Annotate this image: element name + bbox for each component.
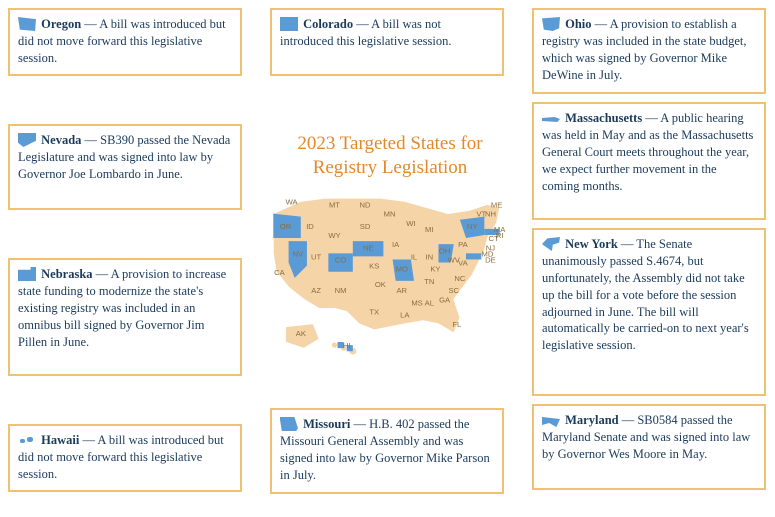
map-label-ok: OK <box>375 280 386 289</box>
newyork-icon <box>542 237 560 251</box>
card-oregon: Oregon — A bill was introduced but did n… <box>8 8 242 76</box>
map-label-ca: CA <box>274 268 286 277</box>
map-label-mo: MO <box>396 265 408 274</box>
ohio-icon <box>542 17 560 31</box>
colorado-icon <box>280 17 298 31</box>
massachusetts-icon <box>542 115 560 125</box>
card-massachusetts: Massachusetts — A public hearing was hel… <box>532 102 766 220</box>
map-label-sd: SD <box>360 222 371 231</box>
us-map-svg: WA OR CA NV ID MT WY UT AZ CO NM ND SD NE KS OK TX MN IA MO… <box>258 180 518 368</box>
hawaii-icon <box>18 433 36 447</box>
map-label-mi: MI <box>425 225 433 234</box>
card-colorado: Colorado — A bill was not introduced thi… <box>270 8 504 76</box>
map-label-id: ID <box>306 222 314 231</box>
map-label-co: CO <box>335 256 347 265</box>
map-label-ak: AK <box>296 329 306 338</box>
map-label-ga: GA <box>439 295 451 304</box>
oregon-icon <box>18 17 36 31</box>
state-name: Hawaii <box>41 433 79 447</box>
map-label-wy: WY <box>328 231 340 240</box>
map-label-fl: FL <box>452 320 461 329</box>
map-label-in: IN <box>425 252 433 261</box>
map-label-nm: NM <box>335 286 347 295</box>
map-label-wa: WA <box>286 197 299 206</box>
card-newyork: New York — The Senate unanimously passed… <box>532 228 766 396</box>
infographic-title: 2023 Targeted States for Registry Legisl… <box>282 132 498 180</box>
map-label-tn: TN <box>424 277 434 286</box>
state-name: Nevada <box>41 133 81 147</box>
map-label-sc: SC <box>448 286 459 295</box>
state-name: Nebraska <box>41 267 92 281</box>
map-label-me: ME <box>491 200 502 209</box>
map-label-nh: NH <box>485 210 496 219</box>
map-label-ks: KS <box>369 262 379 271</box>
nebraska-icon <box>18 267 36 281</box>
map-label-ar: AR <box>396 286 407 295</box>
state-name: Maryland <box>565 413 618 427</box>
card-nevada: Nevada — SB390 passed the Nevada Legisla… <box>8 124 242 210</box>
map-label-va: VA <box>458 259 469 268</box>
map-label-il: IL <box>411 252 417 261</box>
card-ohio: Ohio — A provision to establish a regist… <box>532 8 766 94</box>
map-label-ia: IA <box>392 240 400 249</box>
map-label-al: AL <box>425 298 434 307</box>
card-missouri: Missouri — H.B. 402 passed the Missouri … <box>270 408 504 494</box>
map-label-nd: ND <box>360 200 372 209</box>
map-label-tx: TX <box>369 308 379 317</box>
map-label-hi: HI <box>343 341 351 350</box>
state-name: Colorado <box>303 17 353 31</box>
map-label-az: AZ <box>311 286 321 295</box>
state-name: Oregon <box>41 17 81 31</box>
map-label-ne: NE <box>363 243 374 252</box>
state-name: Missouri <box>303 417 350 431</box>
map-label-ky: KY <box>430 265 440 274</box>
map-label-ma: MA <box>494 225 506 234</box>
card-nebraska: Nebraska — A provision to increase state… <box>8 258 242 376</box>
map-label-ms: MS <box>411 298 422 307</box>
card-maryland: Maryland — SB0584 passed the Maryland Se… <box>532 404 766 490</box>
us-map: WA OR CA NV ID MT WY UT AZ CO NM ND SD NE KS OK TX MN IA MO… <box>258 180 518 368</box>
map-label-ut: UT <box>311 252 322 261</box>
map-label-pa: PA <box>458 240 469 249</box>
maryland-icon <box>542 417 560 427</box>
map-label-mt: MT <box>329 200 340 209</box>
nevada-icon <box>18 133 36 147</box>
map-label-nv: NV <box>292 249 304 258</box>
map-label-wi: WI <box>406 219 415 228</box>
map-label-ny: NY <box>467 222 478 231</box>
card-text: — The Senate unanimously passed S.4674, … <box>542 237 749 352</box>
missouri-icon <box>280 417 298 431</box>
map-label-de: DE <box>485 256 496 265</box>
state-name: Massachusetts <box>565 111 642 125</box>
card-hawaii: Hawaii — A bill was introduced but did n… <box>8 424 242 492</box>
map-label-nc: NC <box>454 274 466 283</box>
map-label-nj: NJ <box>486 243 496 252</box>
map-label-or: OR <box>280 222 292 231</box>
map-label-la: LA <box>400 311 410 320</box>
map-label-mn: MN <box>384 210 396 219</box>
state-name: Ohio <box>565 17 591 31</box>
state-name: New York <box>565 237 618 251</box>
map-label-oh: OH <box>439 246 450 255</box>
map-state-md <box>466 253 481 259</box>
